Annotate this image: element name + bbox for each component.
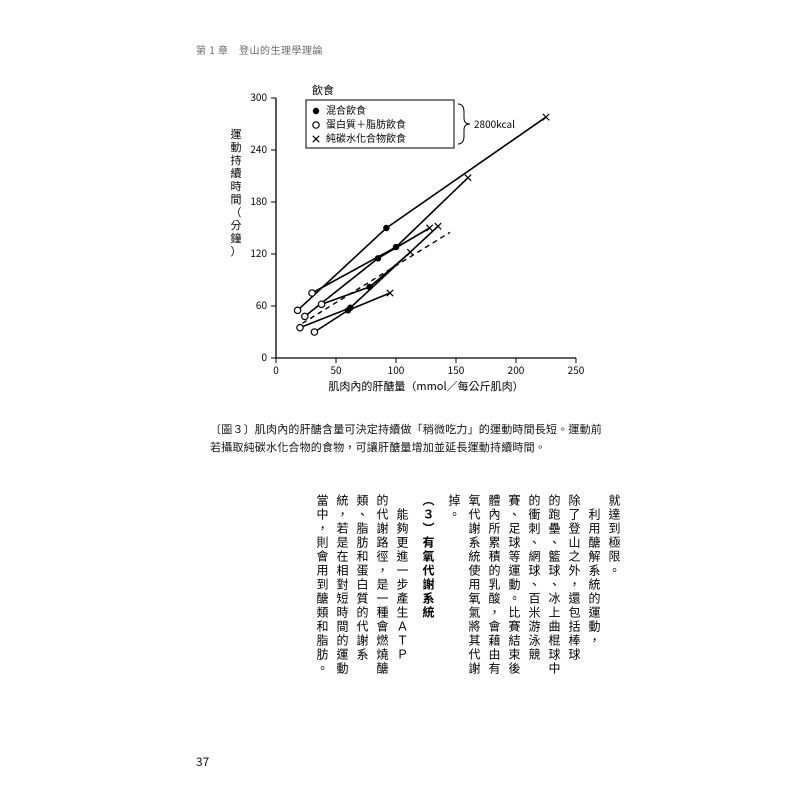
body-column: 體內所累積的乳酸，會藉由有: [488, 494, 500, 732]
body-column: 的跑壘、籃球、冰上曲棍球中: [548, 494, 560, 732]
body-column: 當中，則會用到醣類和脂肪。: [316, 494, 328, 732]
svg-text:180: 180: [250, 193, 267, 208]
body-column: 就達到極限。: [608, 494, 620, 732]
svg-text:0: 0: [273, 362, 279, 377]
glycogen-chart: 0 50 100 150 200 250 0 60 120 180 240 300 肌肉內的肝醣量（mm…: [220, 80, 610, 410]
section-heading: （３）有氧代謝系統: [422, 494, 434, 732]
body-column: 利用醣解系統的運動，: [588, 494, 600, 732]
svg-text:100: 100: [388, 362, 405, 377]
svg-text:2800kcal: 2800kcal: [474, 116, 515, 131]
svg-text:0: 0: [261, 349, 267, 364]
svg-text:120: 120: [250, 245, 267, 260]
body-column: 賽、足球等運動。比賽結束後: [508, 494, 520, 732]
svg-text:300: 300: [250, 89, 267, 104]
svg-text:240: 240: [250, 141, 267, 156]
body-column: 掉。: [448, 494, 460, 732]
svg-text:60: 60: [256, 297, 268, 312]
figure-caption: 〔圖３〕肌肉內的肝醣含量可決定持續做「稍微吃力」的運動時間長短。運動前若攝取純碳…: [210, 420, 610, 456]
body-column: 統，若是在相對短時間的運動: [336, 494, 348, 732]
body-column: 的衝刺、網球、百米游泳競: [528, 494, 540, 732]
svg-text:純碳水化合物飲食: 純碳水化合物飲食: [326, 130, 406, 145]
svg-text:混合飲食: 混合飲食: [326, 102, 366, 117]
body-column: 類、脂肪和蛋白質的代謝系: [356, 494, 368, 732]
svg-text:飲食: 飲食: [312, 82, 334, 98]
svg-text:200: 200: [508, 362, 525, 377]
body-column: 能夠更進一步產生ＡＴＰ: [396, 494, 408, 732]
svg-text:50: 50: [330, 362, 342, 377]
page-number: 37: [196, 753, 209, 770]
body-text: 就達到極限。 利用醣解系統的運動， 除了登山之外，還包括棒球的跑壘、籃球、冰上曲棍…: [196, 494, 620, 732]
svg-text:肌肉內的肝醣量（mmol／每公斤肌肉）: 肌肉內的肝醣量（mmol／每公斤肌肉）: [328, 378, 523, 394]
svg-text:150: 150: [448, 362, 465, 377]
svg-text:蛋白質＋脂肪飲食: 蛋白質＋脂肪飲食: [326, 116, 406, 131]
body-column: 氧代謝系統使用氧氣將其代謝: [468, 494, 480, 732]
chapter-header: 第 1 章 登山的生理學理論: [196, 42, 323, 57]
svg-text:）: ）: [231, 243, 242, 259]
body-column: 的代謝路徑，是一種會燃燒醣: [376, 494, 388, 732]
chart-svg: 0 50 100 150 200 250 0 60 120 180 240 300 肌肉內的肝醣量（mm…: [220, 80, 610, 410]
svg-text:250: 250: [568, 362, 585, 377]
body-column: 除了登山之外，還包括棒球: [568, 494, 580, 732]
